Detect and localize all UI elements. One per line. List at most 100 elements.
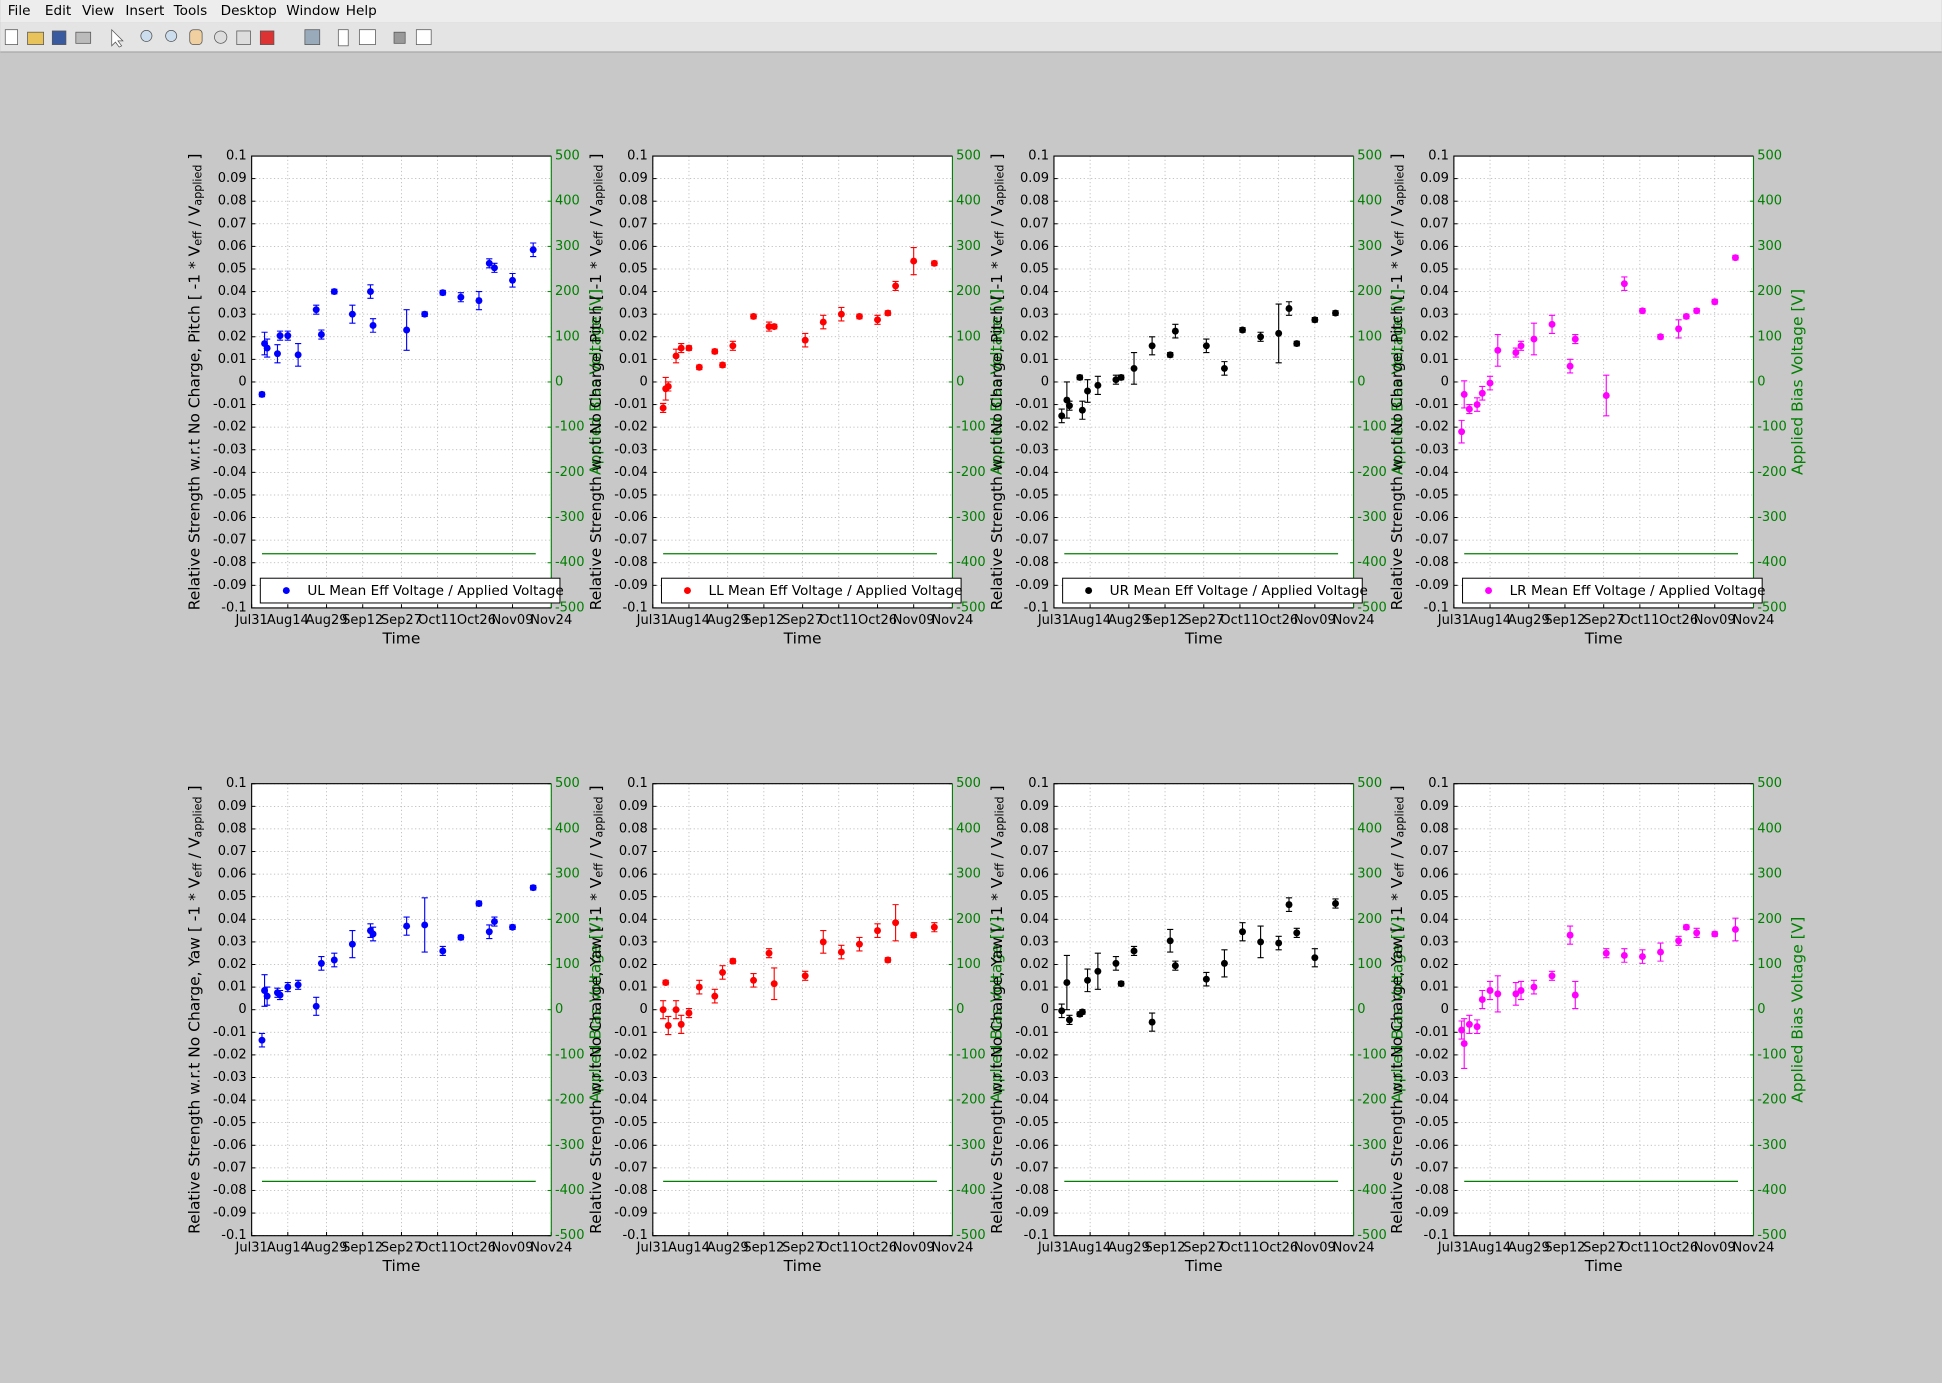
link-icon[interactable]	[304, 29, 321, 45]
marker	[475, 900, 483, 907]
marker	[1638, 953, 1646, 961]
y-tick-label: 0.09	[619, 171, 648, 186]
menu-item[interactable]: View	[82, 3, 114, 19]
brush-icon[interactable]	[259, 30, 275, 45]
zoom-out-icon[interactable]	[165, 29, 178, 42]
marker	[457, 933, 465, 941]
y-tick-label: -0.08	[1015, 555, 1049, 570]
open-icon[interactable]	[27, 31, 45, 45]
menu-bar	[0, 0, 1942, 23]
x-tick-label: Sep12	[743, 613, 784, 628]
colorbar-icon[interactable]	[337, 29, 349, 47]
marker	[457, 293, 465, 301]
pan-icon[interactable]	[189, 29, 203, 45]
y-axis-label-part: eff	[191, 231, 204, 246]
y-tick-label: -0.03	[614, 1070, 648, 1085]
menu-item[interactable]: Edit	[45, 3, 72, 19]
marker	[729, 957, 737, 965]
datacursor-icon[interactable]	[236, 30, 251, 45]
legend-label: LR Mean Eff Voltage / Applied Voltage	[1510, 583, 1766, 599]
marker	[1171, 962, 1179, 970]
y2-tick-label: 500	[956, 149, 981, 164]
marker	[1675, 937, 1683, 945]
y-tick-label: 0.07	[218, 844, 247, 859]
y-axis-label-part: applied	[191, 796, 204, 837]
y-axis-label: Relative Strength w.r.t No Charge, Yaw […	[586, 785, 605, 1233]
y-tick-label: 0.01	[218, 980, 247, 995]
y2-tick-label: 400	[1757, 821, 1782, 836]
y-tick-label: -0.05	[213, 1115, 247, 1130]
y2-tick-label: 300	[956, 239, 981, 254]
y-tick-label: 0.1	[226, 149, 247, 164]
y-tick-label: -0.1	[622, 600, 647, 615]
y-tick-label: 0.03	[1020, 934, 1049, 949]
marker	[1675, 325, 1683, 333]
x-tick-label: Jul31	[1437, 613, 1470, 628]
print-icon[interactable]	[75, 31, 92, 44]
hide-tools-icon[interactable]	[393, 31, 406, 44]
marker	[529, 246, 537, 254]
menu-item[interactable]: Window	[286, 3, 340, 19]
y-tick-label: 0.04	[1020, 284, 1049, 299]
x-tick-label: Nov09	[1294, 1241, 1336, 1256]
y2-tick-label: 200	[1757, 284, 1782, 299]
marker	[719, 968, 727, 976]
marker	[1693, 307, 1701, 315]
marker	[312, 1002, 320, 1010]
save-icon[interactable]	[51, 30, 67, 45]
marker	[884, 956, 892, 964]
y-tick-label: 0.03	[619, 934, 648, 949]
marker	[439, 289, 447, 297]
x-tick-label: Aug14	[1469, 613, 1511, 628]
y2-axis-label: Applied Bias Voltage [V]	[988, 289, 1006, 475]
legend-box	[660, 577, 962, 604]
x-tick-label: Sep27	[1583, 613, 1624, 628]
menu-item[interactable]: File	[8, 3, 31, 19]
marker	[819, 318, 827, 326]
marker	[263, 992, 271, 1000]
y-tick-label: 0	[1041, 374, 1049, 389]
y-tick-label: 0.06	[619, 239, 648, 254]
menu-item[interactable]: Help	[346, 3, 377, 19]
legend-icon[interactable]	[358, 29, 376, 45]
show-tools-icon[interactable]	[415, 29, 432, 45]
y-axis-label-part: Relative Strength w.r.t No Charge, Pitch…	[185, 245, 203, 610]
rotate-icon[interactable]	[214, 30, 228, 44]
menu-item[interactable]: Desktop	[221, 3, 277, 19]
zoom-in-icon[interactable]	[140, 29, 153, 42]
marker	[874, 927, 881, 935]
menu-item[interactable]: Tools	[173, 3, 208, 19]
y2-tick-label: 500	[1757, 776, 1782, 791]
y2-tick-label: -300	[1357, 1138, 1387, 1153]
x-axis-label: Time	[1584, 629, 1623, 647]
y-tick-label: -0.02	[1015, 1047, 1049, 1062]
x-tick-label: Aug29	[707, 1241, 749, 1256]
marker	[1517, 987, 1525, 994]
y-tick-label: -0.1	[1024, 600, 1049, 615]
y-tick-label: 0.04	[1420, 284, 1449, 299]
marker	[1257, 938, 1265, 946]
y-axis-label-part: applied	[1394, 796, 1407, 837]
y2-tick-label: -100	[555, 1047, 585, 1062]
y-axis-label-part: applied	[994, 165, 1007, 206]
marker	[1332, 309, 1339, 317]
marker	[1494, 346, 1502, 354]
toolbar	[0, 22, 1942, 53]
marker	[662, 979, 670, 987]
y-axis-label-part: ]	[586, 154, 604, 165]
axes: -0.1 -0.09 -0.08 -0.07 -0.06 -0.05 -0.04 -0.03 -…	[988, 149, 1407, 648]
new-icon[interactable]	[4, 29, 19, 45]
y-tick-label: -0.08	[213, 555, 247, 570]
y-tick-label: 0.08	[1020, 821, 1049, 836]
marker	[770, 980, 778, 988]
y-tick-label: -0.09	[1415, 1206, 1449, 1221]
pointer-icon[interactable]	[111, 28, 124, 48]
menu-item[interactable]: Insert	[125, 3, 165, 19]
y-tick-label: -0.02	[614, 1047, 648, 1062]
y-tick-label: -0.08	[614, 1183, 648, 1198]
y-tick-label: -0.02	[213, 1047, 247, 1062]
y-tick-label: 0.03	[218, 307, 247, 322]
y2-tick-label: 300	[1757, 239, 1782, 254]
y-tick-label: -0.09	[1415, 578, 1449, 593]
marker	[1711, 298, 1719, 306]
